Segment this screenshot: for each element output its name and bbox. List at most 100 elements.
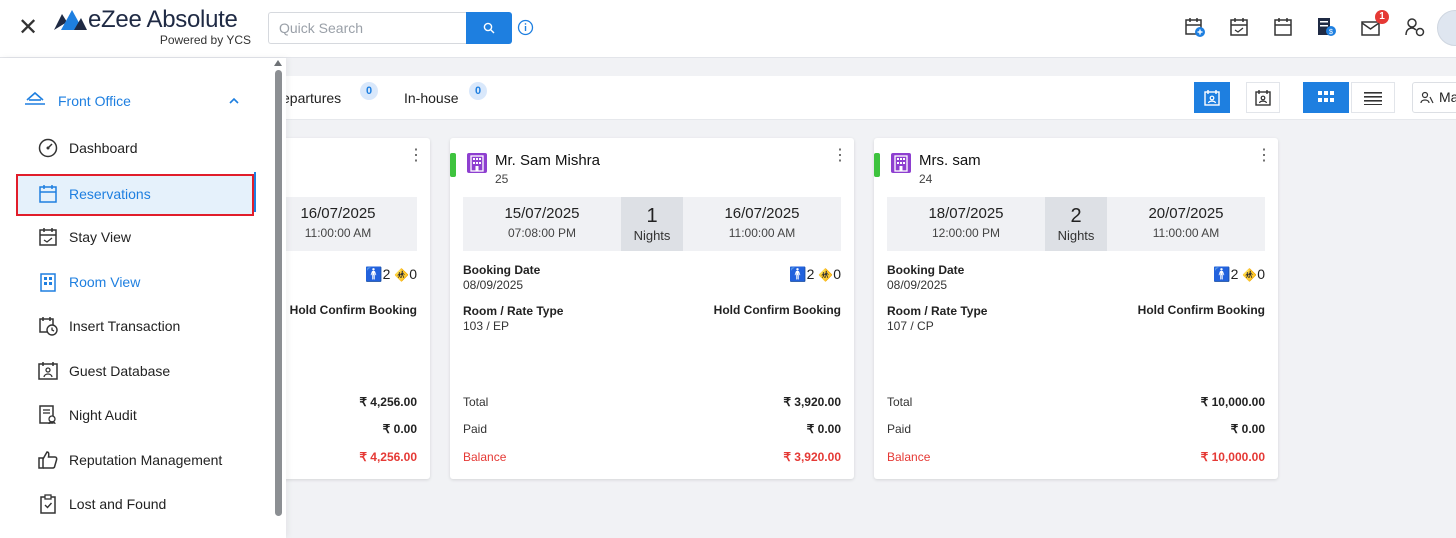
sidebar-item-label: Stay View	[69, 229, 131, 245]
sidebar-item-label: Reputation Management	[69, 452, 223, 468]
balance-label: Balance	[463, 450, 507, 464]
checkout-date: 20/07/2025	[1148, 205, 1224, 222]
sidebar-item-guest-database[interactable]: Guest Database	[16, 351, 256, 391]
guest-count: 🚹2 🚸0	[1213, 266, 1265, 283]
svg-text:$: $	[1329, 29, 1333, 36]
quick-search-input[interactable]	[268, 12, 466, 44]
checkout-date: 16/07/2025	[724, 205, 800, 222]
paid-amount: ₹ 0.00	[382, 422, 417, 436]
calendar-check-icon[interactable]	[1228, 16, 1250, 38]
reservation-card[interactable]: Mrs. sam 24 ⋮ 18/07/2025 12:00:00 PM 2 N…	[874, 138, 1278, 479]
tab-in-house[interactable]: In-house	[404, 90, 459, 106]
sidebar-item-label: Room View	[69, 274, 141, 290]
thumbs-up-icon	[38, 451, 58, 469]
booking-status: Hold Confirm Booking	[289, 303, 417, 317]
reservation-card[interactable]: Mr. Sam Mishra 25 ⋮ 15/07/2025 07:08:00 …	[450, 138, 854, 479]
grid-view-button[interactable]	[1303, 82, 1349, 113]
sidebar-item-room-view[interactable]: Room View	[16, 262, 256, 302]
tab-departures[interactable]: epartures	[282, 90, 342, 106]
in-house-count-badge: 0	[469, 82, 487, 100]
status-stripe	[874, 153, 880, 177]
sidebar-section-label: Front Office	[58, 93, 131, 109]
handshake-icon[interactable]	[1404, 16, 1426, 38]
child-icon: 🚸	[818, 268, 834, 282]
guest-name[interactable]: Mr. Sam Mishra	[495, 152, 601, 169]
sidebar-item-dashboard[interactable]: Dashboard	[16, 128, 256, 168]
dashboard-icon	[38, 138, 58, 158]
manage-button[interactable]: Ma	[1412, 82, 1456, 113]
booking-date-label: Booking Date	[887, 263, 965, 277]
card-menu-icon[interactable]: ⋮	[1256, 147, 1272, 164]
lost-found-icon	[40, 494, 56, 514]
guest-card-icon	[1204, 89, 1220, 106]
search-button[interactable]	[466, 12, 512, 44]
user-avatar[interactable]	[1437, 10, 1456, 46]
booking-date: 08/09/2025	[887, 278, 948, 292]
balance-label: Balance	[887, 450, 931, 464]
close-icon[interactable]: ✕	[17, 14, 39, 41]
manage-button-label: Ma	[1439, 89, 1456, 105]
total-label: Total	[887, 395, 913, 409]
insert-transaction-icon	[39, 317, 58, 336]
card-menu-icon[interactable]: ⋮	[832, 147, 848, 164]
sidebar-item-lost-and-found[interactable]: Lost and Found	[16, 484, 256, 524]
total-amount: ₹ 10,000.00	[1200, 395, 1265, 409]
list-icon	[1364, 91, 1382, 105]
total-amount: ₹ 3,920.00	[783, 395, 841, 409]
app-logo[interactable]: eZee Absolute Powered by YCS	[52, 6, 257, 50]
card-menu-icon[interactable]: ⋮	[408, 147, 424, 164]
guest-name[interactable]: Mrs. sam	[919, 152, 981, 169]
child-count: 0	[409, 266, 417, 282]
night-audit-icon	[39, 405, 56, 425]
nights-label: Nights	[1057, 228, 1095, 243]
sidebar-item-insert-transaction[interactable]: Insert Transaction	[16, 306, 256, 346]
checkout-time: 11:00:00 AM	[304, 226, 372, 240]
room-view-icon	[40, 273, 56, 292]
sidebar-item-stay-view[interactable]: Stay View	[16, 217, 256, 257]
nights-box: 1 Nights	[621, 197, 683, 251]
billing-icon[interactable]: $	[1315, 16, 1337, 38]
paid-label: Paid	[463, 422, 488, 436]
card-dates-panel: 15/07/2025 07:08:00 PM 1 Nights 16/07/20…	[463, 197, 841, 251]
child-count: 0	[1257, 266, 1265, 282]
child-icon: 🚸	[394, 268, 410, 282]
room-rate-label: Room / Rate Type	[887, 304, 988, 318]
stay-view-icon	[39, 228, 57, 246]
info-icon[interactable]	[517, 19, 534, 36]
adult-count: 2	[806, 266, 815, 282]
checkout-time: 11:00:00 AM	[1152, 226, 1220, 240]
departure-view-button[interactable]	[1246, 82, 1280, 113]
adult-icon: 🚹	[365, 266, 383, 282]
sidebar-section-front-office[interactable]: Front Office	[24, 88, 244, 112]
nights-count: 1	[646, 205, 658, 227]
calendar-icon[interactable]	[1272, 16, 1294, 38]
booking-date: 08/09/2025	[463, 278, 524, 292]
add-booking-icon[interactable]	[1184, 16, 1206, 38]
nights-box: 2 Nights	[1045, 197, 1107, 251]
sidebar-item-label: Dashboard	[69, 140, 138, 156]
child-icon: 🚸	[1242, 268, 1258, 282]
room-rate: 103 / EP	[463, 319, 510, 333]
sidebar-item-reputation-management[interactable]: Reputation Management	[16, 440, 256, 480]
scroll-up-arrow[interactable]	[274, 60, 282, 66]
checkout-time: 11:00:00 AM	[728, 226, 796, 240]
sidebar-item-label: Guest Database	[69, 363, 171, 379]
building-icon	[891, 153, 911, 173]
guest-card-outline-icon	[1255, 89, 1271, 106]
sidebar-scrollbar[interactable]	[275, 70, 282, 516]
logo-mark-icon	[54, 10, 87, 30]
checkin-time: 12:00:00 PM	[931, 226, 1001, 240]
sidebar-item-night-audit[interactable]: Night Audit	[16, 395, 256, 435]
chevron-up-icon[interactable]	[229, 97, 239, 104]
sidebar-item-reservations[interactable]: Reservations	[16, 174, 254, 216]
paid-amount: ₹ 0.00	[806, 422, 841, 436]
active-indicator	[254, 172, 256, 212]
adult-icon: 🚹	[789, 266, 807, 282]
total-amount: ₹ 4,256.00	[359, 395, 417, 409]
notification-badge: 1	[1375, 10, 1389, 24]
mail-icon[interactable]	[1360, 16, 1382, 38]
arrival-view-button[interactable]	[1194, 82, 1230, 113]
list-view-button[interactable]	[1351, 82, 1395, 113]
checkin-time: 07:08:00 PM	[507, 226, 577, 240]
sidebar-menu: Front Office Dashboard Reservations Stay…	[0, 58, 286, 538]
